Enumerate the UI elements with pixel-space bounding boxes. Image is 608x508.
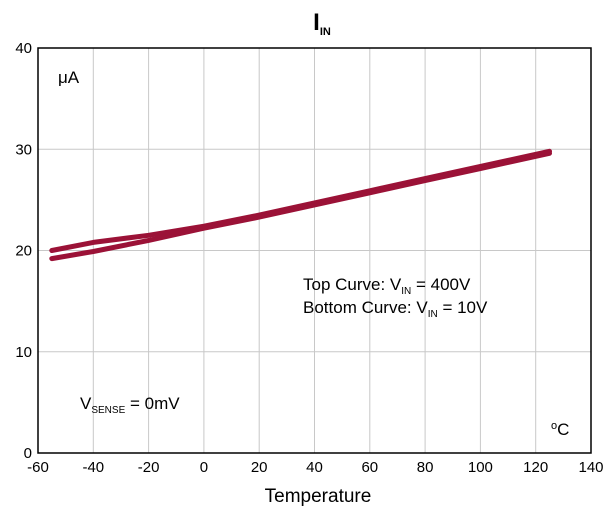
top-curve-line [49,148,552,253]
bottom-curve-annotation-value: = 10V [438,298,488,317]
x-unit-label: oC [551,420,569,439]
plot-frame [37,47,592,454]
x-unit-degree: o [551,420,557,432]
x-tick-label: 20 [251,459,268,476]
y-tick-label: 20 [15,243,32,260]
chart-title-sub: IN [320,26,331,38]
y-unit-label: μA [58,68,80,87]
top-curve-annotation-label: Top Curve: V [303,275,402,294]
vsense-annotation-value: = 0mV [125,394,180,413]
vsense-annotation-label: V [80,394,92,413]
y-tick-label: 10 [15,344,32,361]
chart-title: IIN [313,9,331,38]
y-tick-label: 30 [15,141,32,158]
top-curve-annotation-sub: IN [401,286,411,297]
top-curve-annotation-value: = 400V [411,275,471,294]
top-curve-annotation: Top Curve: VIN = 400V [303,275,471,297]
x-tick-label: 120 [523,459,548,476]
bottom-curve-annotation: Bottom Curve: VIN = 10V [303,298,488,320]
x-tick-label: -20 [138,459,160,476]
grid-lines [37,47,592,454]
axis-tick-labels: -60 -40 -20 0 20 40 60 80 100 120 140 0 10 20 30 40 [15,40,603,476]
x-unit-letter: C [557,420,569,439]
y-tick-label: 0 [24,445,32,462]
x-tick-label: 0 [200,459,208,476]
x-tick-label: 80 [417,459,434,476]
x-tick-label: -40 [82,459,104,476]
x-tick-label: -60 [27,459,49,476]
bottom-curve-annotation-sub: IN [428,309,438,320]
data-curves [49,148,552,262]
x-tick-label: 100 [468,459,493,476]
bottom-curve-line [49,150,552,262]
vsense-annotation-sub: SENSE [91,405,125,416]
vsense-annotation: VSENSE = 0mV [80,394,180,416]
bottom-curve-annotation-label: Bottom Curve: V [303,298,428,317]
x-tick-label: 140 [578,459,603,476]
x-axis-title: Temperature [265,486,372,507]
y-tick-label: 40 [15,40,32,57]
chart-title-main: I [313,9,320,36]
x-tick-label: 60 [361,459,378,476]
x-tick-label: 40 [306,459,323,476]
